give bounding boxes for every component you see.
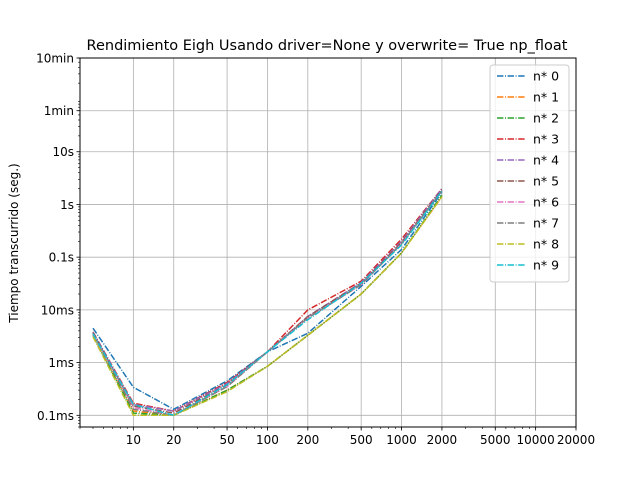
ticks: 10 20 50 100 200 500 1000 2000 5000 10000 20000 0.1…: [36, 52, 595, 448]
y-tick-label: 1ms: [48, 356, 74, 370]
y-tick-label: 10ms: [41, 303, 74, 317]
x-tick-label: 1000: [386, 433, 417, 447]
y-tick-label: 0.1ms: [37, 409, 74, 423]
legend-label: n* 0: [533, 69, 559, 84]
chart-title: Rendimiento Eigh Usando driver=None y ov…: [87, 38, 568, 54]
plot-frame: [79, 57, 577, 428]
x-tick-label: 50: [219, 433, 234, 447]
legend-label: n* 1: [533, 90, 559, 105]
legend-label: n* 4: [533, 153, 559, 168]
x-tick-label: 20000: [557, 433, 595, 447]
x-tick-label: 100: [256, 433, 279, 447]
x-tick-label: 2000: [427, 433, 458, 447]
legend-label: n* 5: [533, 174, 559, 189]
legend-label: n* 8: [533, 237, 559, 252]
legend-label: n* 2: [533, 111, 559, 126]
legend: n* 0 n* 1 n* 2 n* 3 n* 4 n* 5 n* 6 n* 7 n* 8 n* 9: [489, 64, 570, 283]
x-tick-label: 10000: [517, 433, 555, 447]
y-tick-label: 10s: [52, 145, 74, 159]
y-tick-label: 10min: [36, 52, 74, 66]
y-axis-label: Tiempo transcurrido (seg.): [7, 163, 21, 323]
legend-label: n* 7: [533, 216, 559, 231]
x-tick-label: 200: [296, 433, 319, 447]
y-tick-label: 0.1s: [49, 251, 74, 265]
series-line-9: [92, 190, 443, 417]
y-tick-label: 1min: [44, 104, 74, 118]
series-line-8: [92, 196, 443, 417]
legend-label: n* 9: [533, 258, 559, 273]
x-tick-label: 5000: [480, 433, 511, 447]
series-layer: [92, 188, 443, 417]
x-tick-label: 10: [126, 433, 141, 447]
legend-box: [489, 64, 570, 283]
legend-label: n* 6: [533, 195, 559, 210]
legend-label: n* 3: [533, 132, 559, 147]
y-tick-label: 1s: [60, 198, 74, 212]
x-tick-label: 20: [166, 433, 181, 447]
x-tick-label: 500: [350, 433, 373, 447]
